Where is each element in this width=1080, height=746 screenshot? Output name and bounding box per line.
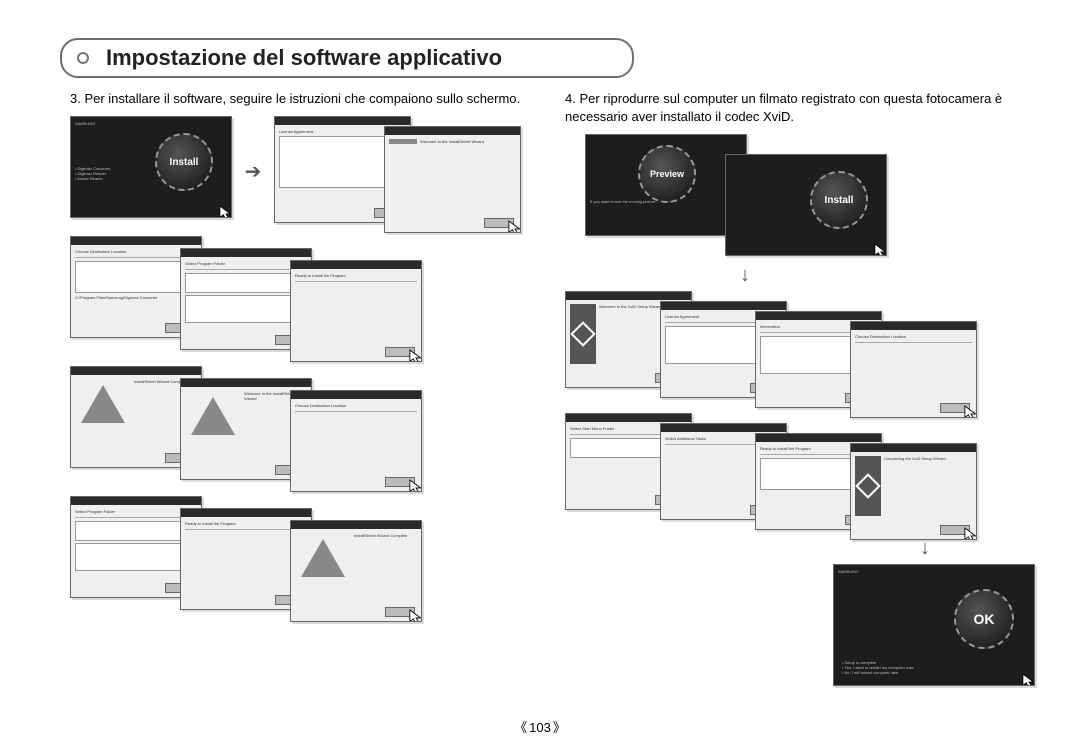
- ok-label: OK: [974, 611, 995, 627]
- arrow-right-icon: ➔: [240, 159, 266, 184]
- triangle-icon: [81, 385, 125, 423]
- triangle-icon: [191, 397, 235, 435]
- wizard-screenshot: InstallShield Wizard Complete: [290, 520, 422, 622]
- xvid-screenshot: Completing the XviD Setup Wizard: [850, 443, 977, 540]
- wizard-screenshot: Ready to Install the Program: [290, 260, 422, 362]
- right-row3: Select Start Menu Folder Select Addition…: [565, 413, 1045, 533]
- triangle-icon: [301, 539, 345, 577]
- step4-text: 4. Per riprodurre sul computer un filmat…: [565, 90, 1045, 126]
- title-bullet-icon: [74, 49, 92, 67]
- preview-button[interactable]: Preview: [638, 145, 696, 203]
- brand-label: SAMSUNG: [838, 569, 1030, 574]
- right-column: 4. Per riprodurre sul computer un filmat…: [565, 90, 1045, 686]
- xvid-screenshot: Choose Destination Location: [850, 321, 977, 418]
- page-root: Impostazione del software applicativo 3.…: [0, 0, 1080, 746]
- installer-screenshot: SAMSUNG Install • Digimax Converter• Dig…: [70, 116, 232, 218]
- wizard-stack-1: License Agreement Welcome to the Install…: [274, 116, 524, 226]
- cursor-icon: [874, 243, 887, 256]
- cursor-icon: [1022, 673, 1035, 686]
- step3-text: 3. Per installare il software, seguire l…: [70, 90, 550, 108]
- preview-screenshot: Preview If you want to see the moving pi…: [585, 134, 747, 236]
- ok-button[interactable]: OK: [954, 589, 1014, 649]
- install-label: Install: [170, 157, 199, 168]
- arrow-down-icon: ↓: [920, 537, 930, 560]
- left-row4: Select Program Folder Ready to Install t…: [70, 496, 550, 616]
- right-row2: Welcome to the XviD Setup Wizard License…: [565, 291, 1045, 411]
- install-button[interactable]: Install: [810, 171, 868, 229]
- brand-label: SAMSUNG: [75, 121, 227, 126]
- right-row1: Preview If you want to see the moving pi…: [585, 134, 1045, 260]
- install-button[interactable]: Install: [155, 133, 213, 191]
- arrow-down-icon: ↓: [740, 264, 750, 287]
- page-title: Impostazione del software applicativo: [106, 45, 502, 71]
- title-pill: Impostazione del software applicativo: [60, 38, 634, 78]
- ok-screenshot: SAMSUNG OK • Setup is complete• Yes, I w…: [833, 564, 1035, 686]
- installer-screenshot: Install: [725, 154, 887, 256]
- xvid-logo-icon: [855, 473, 880, 498]
- right-row4: SAMSUNG OK • Setup is complete• Yes, I w…: [565, 564, 1045, 686]
- wizard-screenshot: Welcome to the InstallShield Wizard: [384, 126, 521, 233]
- cursor-icon: [219, 205, 232, 218]
- left-row1: SAMSUNG Install • Digimax Converter• Dig…: [70, 116, 550, 226]
- install-label: Install: [825, 195, 854, 206]
- page-number: 103: [514, 717, 566, 736]
- wizard-screenshot: Choose Destination Location: [290, 390, 422, 492]
- left-row2: Choose Destination LocationC:\Program Fi…: [70, 236, 550, 356]
- left-row3: InstallShield Wizard Complete Welcome to…: [70, 366, 550, 486]
- preview-label: Preview: [650, 169, 684, 179]
- left-column: 3. Per installare il software, seguire l…: [70, 90, 550, 616]
- xvid-logo-icon: [570, 321, 595, 346]
